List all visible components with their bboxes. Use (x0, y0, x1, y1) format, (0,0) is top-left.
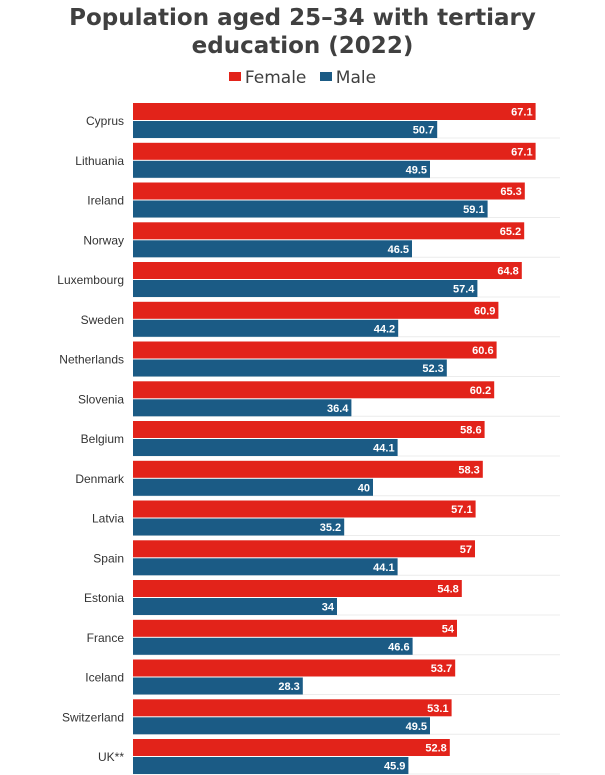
value-labels: 67.1 50.7 67.1 49.5 65.3 59.1 65.2 46.5 64.8 57.4… (278, 107, 532, 773)
value-label-female: 60.6 (472, 345, 493, 357)
bar-male[interactable] (133, 359, 447, 377)
legend-swatch-male (319, 71, 332, 81)
bar-male[interactable] (133, 717, 430, 735)
bar-male[interactable] (133, 518, 345, 536)
value-label-female: 60.9 (474, 305, 495, 317)
value-label-male: 35.2 (320, 522, 341, 534)
value-label-male: 28.3 (278, 681, 299, 693)
value-label-female: 54 (442, 623, 455, 635)
bar-male[interactable] (133, 319, 399, 337)
category-label: Norway (83, 233, 124, 247)
value-label-female: 65.3 (500, 186, 521, 198)
value-label-male: 45.9 (384, 761, 405, 773)
bar-male[interactable] (133, 637, 413, 655)
category-label: Iceland (85, 671, 124, 685)
bar-female[interactable] (133, 301, 499, 319)
value-label-female: 53.7 (431, 663, 452, 675)
value-label-female: 52.8 (425, 743, 446, 755)
value-label-male: 44.1 (373, 443, 394, 455)
bar-female[interactable] (133, 500, 476, 518)
value-label-female: 67.1 (511, 107, 532, 119)
value-label-female: 57 (460, 544, 472, 556)
value-label-male: 59.1 (463, 204, 484, 216)
value-label-female: 57.1 (451, 504, 472, 516)
chart-title-line-2: education (2022) (191, 33, 414, 59)
bar-male[interactable] (133, 121, 438, 138)
bar-male[interactable] (133, 478, 373, 496)
value-label-female: 54.8 (437, 584, 458, 596)
bar-female[interactable] (133, 142, 536, 160)
value-label-male: 46.5 (388, 244, 409, 256)
value-label-male: 52.3 (422, 363, 443, 375)
value-label-male: 57.4 (453, 284, 475, 296)
value-label-male: 46.6 (388, 641, 409, 653)
category-label: Ireland (87, 194, 124, 208)
value-label-male: 40 (358, 482, 370, 494)
value-label-female: 53.1 (427, 703, 448, 715)
bar-female[interactable] (133, 262, 522, 279)
legend-label-male: Male (335, 68, 377, 88)
category-label: Sweden (81, 313, 124, 327)
value-label-female: 65.2 (500, 226, 521, 238)
legend-swatch-female (228, 71, 241, 81)
bar-female[interactable] (133, 699, 452, 717)
value-label-female: 58.6 (460, 425, 481, 437)
value-label-female: 58.3 (458, 464, 479, 476)
bar-male[interactable] (133, 280, 478, 297)
bar-female[interactable] (133, 619, 457, 637)
value-label-male: 50.7 (413, 125, 434, 137)
value-label-male: 49.5 (406, 164, 427, 176)
bar-female[interactable] (133, 580, 462, 597)
category-label: Switzerland (62, 710, 124, 724)
category-label: Spain (93, 551, 124, 565)
category-label: Belgium (81, 432, 124, 446)
category-label: Estonia (84, 591, 124, 605)
bar-female[interactable] (133, 182, 525, 200)
bar-male[interactable] (133, 757, 409, 774)
value-label-male: 34 (322, 602, 335, 614)
value-label-male: 44.2 (374, 323, 395, 335)
legend-item-male[interactable]: Male (319, 67, 377, 89)
category-label: Latvia (92, 512, 124, 526)
category-label: France (87, 631, 125, 645)
value-label-male: 44.1 (373, 562, 394, 574)
bar-male[interactable] (133, 240, 412, 258)
value-label-female: 60.2 (470, 385, 491, 397)
category-labels: Cyprus Lithuania Ireland Norway Luxembourg Sw… (57, 114, 125, 764)
category-label: Cyprus (86, 114, 124, 128)
bar-female[interactable] (133, 421, 485, 438)
bar-male[interactable] (133, 399, 352, 417)
bar-female[interactable] (133, 103, 536, 120)
bar-male[interactable] (133, 677, 303, 695)
bar-male[interactable] (133, 598, 337, 615)
bar-male[interactable] (133, 160, 430, 178)
legend-item-female[interactable]: Female (228, 67, 307, 89)
bar-male[interactable] (133, 558, 398, 576)
bar-female[interactable] (133, 222, 525, 240)
category-label: Luxembourg (57, 273, 124, 287)
bar-female[interactable] (133, 460, 483, 478)
category-label: Slovenia (78, 392, 124, 406)
bar-female[interactable] (133, 381, 495, 399)
value-label-male: 36.4 (327, 403, 349, 415)
bar-female[interactable] (133, 739, 450, 756)
legend-label-female: Female (244, 68, 307, 88)
chart-title-line-1: Population aged 25–34 with tertiary (69, 5, 536, 31)
bar-female[interactable] (133, 540, 475, 558)
category-label: UK** (98, 750, 124, 764)
chart-legend: Female Male (0, 67, 605, 89)
category-label: Denmark (75, 472, 125, 486)
bars (133, 103, 536, 774)
bar-female[interactable] (133, 341, 497, 359)
bar-female[interactable] (133, 659, 456, 677)
bar-male[interactable] (133, 200, 488, 218)
bar-male[interactable] (133, 439, 398, 456)
value-label-female: 64.8 (497, 266, 518, 278)
value-label-female: 67.1 (511, 146, 532, 158)
category-label: Lithuania (75, 154, 124, 168)
value-label-male: 49.5 (406, 721, 427, 733)
category-label: Netherlands (59, 353, 124, 367)
chart-title: Population aged 25–34 with tertiary educ… (0, 4, 605, 60)
